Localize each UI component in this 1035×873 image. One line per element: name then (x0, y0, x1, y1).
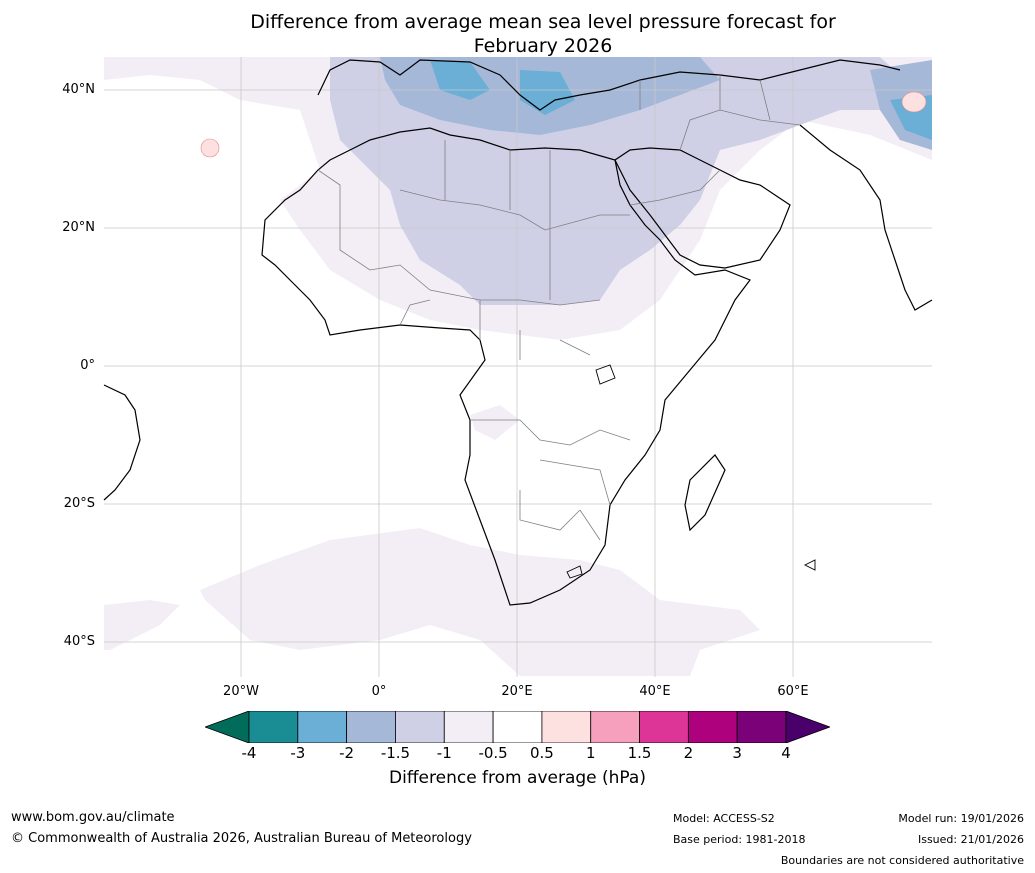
lon-label-60e: 60°E (777, 684, 809, 699)
colorbar-tick-label: -2 (339, 744, 355, 762)
colorbar-tick-label: -4 (241, 744, 257, 762)
colorbar-under-arrow (205, 711, 250, 743)
colorbar-tick-label: 1.5 (627, 744, 652, 762)
colorbar-segment (395, 711, 445, 743)
colorbar-tick-label: -1 (436, 744, 452, 762)
lon-label-20w: 20°W (223, 684, 259, 699)
footer-copyright: © Commonwealth of Australia 2026, Austra… (11, 831, 472, 846)
colorbar-segment (590, 711, 640, 743)
lon-label-0: 0° (371, 684, 387, 699)
colorbar-tick-label: 3 (732, 744, 742, 762)
lon-label-40e: 40°E (639, 684, 671, 699)
colorbar-label: Difference from average (hPa) (389, 768, 646, 788)
colorbar-segment (297, 711, 348, 743)
footer-model: Model: ACCESS-S2 (673, 812, 775, 825)
colorbar-tick-label: -0.5 (478, 744, 508, 762)
map-title-line1: Difference from average mean sea level p… (250, 11, 836, 33)
country-borders (317, 75, 801, 541)
map-title: Difference from average mean sea level p… (0, 10, 1035, 58)
colorbar-segment (736, 711, 787, 743)
graticule (104, 57, 932, 677)
colorbar-segment (346, 711, 396, 743)
colorbar-segment (492, 711, 543, 743)
colorbar-segment (248, 711, 299, 743)
footer-model-run: Model run: 19/01/2026 (898, 812, 1024, 825)
lat-label-0: 0° (80, 358, 95, 373)
colorbar-tick-label: 0.5 (529, 744, 554, 762)
colorbar-tick-label: 1 (585, 744, 596, 762)
colorbar-over-arrow (785, 711, 830, 743)
islands (566, 364, 816, 579)
colorbar-tick-label: 4 (781, 744, 791, 762)
colorbar-segment (687, 711, 738, 743)
colorbar-tick-label: -1.5 (380, 744, 411, 762)
colorbar (205, 711, 830, 743)
colorbar-segment (639, 711, 689, 743)
colorbar-tick-label: 2 (683, 744, 694, 762)
anomaly-positive (200, 91, 927, 158)
lat-label-40s: 40°S (63, 634, 95, 649)
footer-issued: Issued: 21/01/2026 (917, 833, 1024, 846)
lat-label-20n: 20°N (62, 220, 95, 235)
footer-base-period: Base period: 1981-2018 (673, 833, 806, 846)
map-title-line2: February 2026 (473, 35, 613, 57)
footer-disclaimer: Boundaries are not considered authoritat… (780, 854, 1024, 867)
colorbar-segment (443, 711, 494, 743)
colorbar-tick-label: -3 (290, 744, 306, 762)
lat-label-40n: 40°N (62, 82, 95, 97)
footer-website[interactable]: www.bom.gov.au/climate (11, 810, 175, 825)
lat-label-20s: 20°S (63, 496, 95, 511)
colorbar-segment (541, 711, 592, 743)
lon-label-20e: 20°E (501, 684, 533, 699)
